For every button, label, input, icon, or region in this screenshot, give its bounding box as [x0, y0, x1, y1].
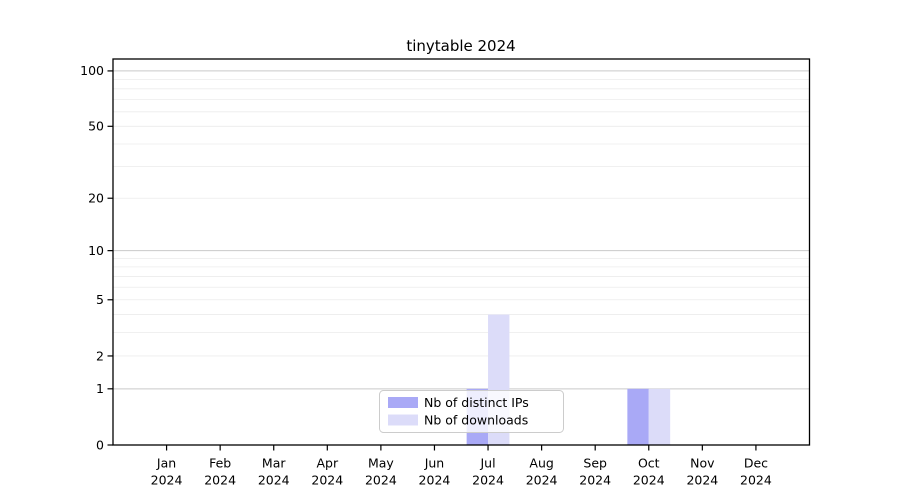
x-tick-label-year: 2024 — [740, 473, 772, 488]
x-tick-label-month: Jan — [156, 456, 176, 471]
x-tick-label-month: Jul — [479, 456, 495, 471]
x-tick-label-month: Dec — [744, 456, 768, 471]
x-tick-label-year: 2024 — [472, 473, 504, 488]
bar-oct-distinct-ips — [627, 388, 649, 445]
x-tick-label-month: May — [368, 456, 394, 471]
x-tick-label-year: 2024 — [526, 473, 558, 488]
legend-label-distinct-ips: Nb of distinct IPs — [424, 395, 529, 410]
y-tick-label: 2 — [96, 348, 104, 363]
x-axis: Jan 2024 Feb 2024 Mar 2024 Apr 2024 May 2024 Jun 20… — [151, 445, 772, 488]
x-tick-label-year: 2024 — [579, 473, 611, 488]
legend-swatch-distinct-ips — [388, 397, 418, 408]
x-tick-label-year: 2024 — [686, 473, 718, 488]
x-tick-label-year: 2024 — [419, 473, 451, 488]
x-tick-label-month: Aug — [529, 456, 553, 471]
bar-oct-downloads — [648, 388, 671, 445]
x-tick-label-year: 2024 — [258, 473, 290, 488]
legend-label-downloads: Nb of downloads — [424, 412, 528, 427]
x-tick-label-year: 2024 — [633, 473, 665, 488]
x-tick-label-month: Nov — [690, 456, 715, 471]
minor-gridlines — [113, 78, 810, 357]
major-gridlines — [113, 70, 810, 390]
y-tick-label: 20 — [88, 191, 104, 206]
x-tick-label-month: Mar — [262, 456, 286, 471]
chart-title: tinytable 2024 — [406, 37, 515, 55]
y-tick-label: 10 — [88, 243, 104, 258]
x-tick-label-year: 2024 — [151, 473, 183, 488]
y-tick-label: 5 — [96, 292, 104, 307]
y-tick-label: 0 — [96, 437, 104, 452]
legend-swatch-downloads — [388, 414, 418, 426]
legend: Nb of distinct IPs Nb of downloads — [379, 390, 564, 433]
y-axis: 0 1 2 5 10 20 50 100 — [80, 63, 113, 452]
legend-box — [379, 390, 564, 433]
x-tick-label-month: Apr — [316, 456, 338, 471]
x-tick-label-year: 2024 — [204, 473, 236, 488]
x-tick-label-year: 2024 — [365, 473, 397, 488]
y-tick-label: 1 — [96, 381, 104, 396]
x-tick-label-month: Feb — [209, 456, 231, 471]
x-tick-label-year: 2024 — [311, 473, 343, 488]
x-tick-label-month: Sep — [583, 456, 607, 471]
y-tick-label: 50 — [88, 119, 104, 134]
y-tick-label: 100 — [80, 63, 104, 78]
x-tick-label-month: Jun — [424, 456, 445, 471]
plot-border — [112, 58, 811, 446]
x-tick-label-month: Oct — [638, 456, 660, 471]
